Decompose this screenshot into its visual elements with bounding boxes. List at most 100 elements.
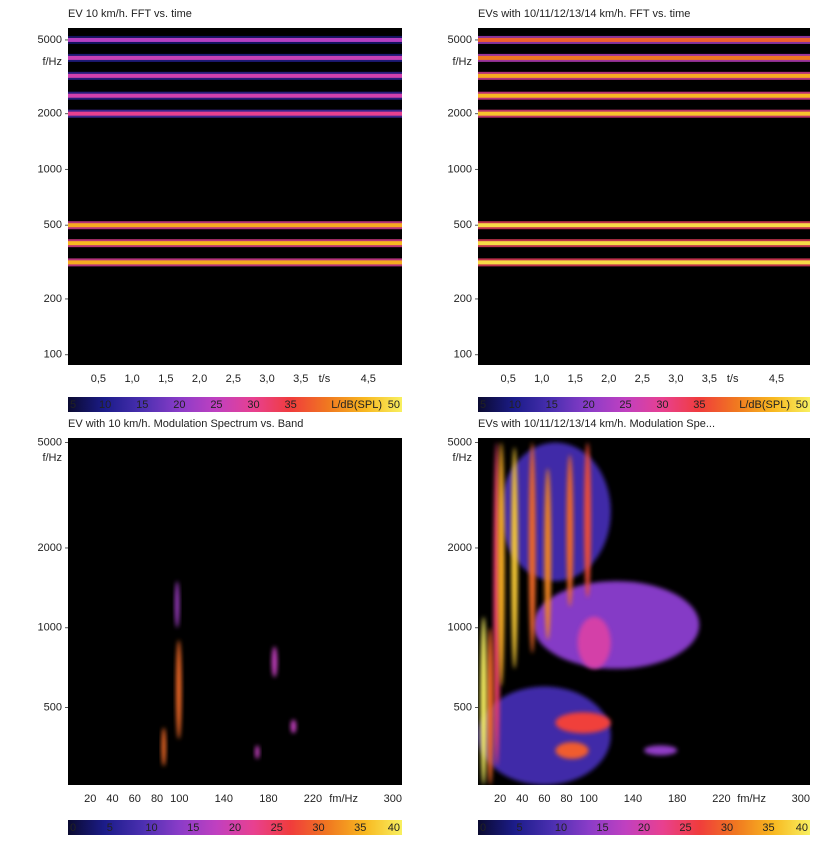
colorbar-tick-label: 0 bbox=[480, 822, 486, 834]
colorbar-tick-label: 35 bbox=[693, 399, 705, 411]
y-tick-label: 1000 bbox=[448, 622, 472, 634]
tone-line bbox=[478, 260, 810, 265]
plot-area bbox=[68, 28, 402, 365]
colorbar-tick-label: 35 bbox=[762, 822, 774, 834]
colorbar-tick-label: 30 bbox=[656, 399, 668, 411]
colorbar-tick-label: 40 bbox=[796, 822, 808, 834]
y-tick-label: 1000 bbox=[38, 163, 62, 175]
panel-title: EV with 10 km/h. Modulation Spectrum vs.… bbox=[68, 418, 303, 430]
colorbar-tick-label: 50 bbox=[796, 399, 808, 411]
x-axis-label: fm/Hz bbox=[329, 793, 358, 805]
plot-content bbox=[478, 35, 810, 267]
y-tick-label: 500 bbox=[454, 701, 472, 713]
colorbar-tick-label: 40 bbox=[388, 822, 400, 834]
x-tick-label: 60 bbox=[129, 793, 141, 805]
x-tick-label: 1,0 bbox=[124, 373, 139, 385]
colorbar-tick-label: 5 bbox=[516, 822, 522, 834]
modulation-blob bbox=[555, 712, 611, 734]
tone-line bbox=[68, 93, 402, 98]
colorbar-label: L/dB(SPL) bbox=[331, 399, 382, 411]
colorbar-tick-label: 10 bbox=[99, 399, 111, 411]
modulation-blob bbox=[533, 581, 700, 669]
modulation-blob bbox=[577, 616, 611, 669]
x-tick-label: 20 bbox=[494, 793, 506, 805]
y-tick-label: 100 bbox=[44, 349, 62, 361]
tone-line bbox=[478, 37, 810, 42]
colorbar bbox=[478, 397, 810, 412]
x-tick-label: 3,0 bbox=[668, 373, 683, 385]
panel-title: EVs with 10/11/12/13/14 km/h. FFT vs. ti… bbox=[478, 8, 690, 20]
colorbar-tick-label: 20 bbox=[583, 399, 595, 411]
plot-content bbox=[161, 581, 297, 767]
x-tick-label: 80 bbox=[560, 793, 572, 805]
y-axis-label: f/Hz bbox=[42, 452, 62, 464]
x-tick-label: 180 bbox=[259, 793, 277, 805]
x-tick-label: 3,5 bbox=[293, 373, 308, 385]
modulation-blob bbox=[544, 468, 552, 640]
x-tick-label: 300 bbox=[384, 793, 402, 805]
colorbar-tick-label: 10 bbox=[509, 399, 521, 411]
x-tick-label: 1,5 bbox=[568, 373, 583, 385]
tone-line bbox=[478, 223, 810, 228]
y-tick-label: 500 bbox=[454, 219, 472, 231]
x-tick-label: 3,5 bbox=[702, 373, 717, 385]
tone-line bbox=[68, 241, 402, 246]
x-tick-label: 2,0 bbox=[601, 373, 616, 385]
modulation-blob bbox=[486, 627, 494, 785]
x-tick-label: 180 bbox=[668, 793, 686, 805]
panel-title: EVs with 10/11/12/13/14 km/h. Modulation… bbox=[478, 418, 715, 430]
colorbar-tick-label: 0 bbox=[70, 822, 76, 834]
colorbar-tick-label: 30 bbox=[247, 399, 259, 411]
colorbar-tick-label: 5 bbox=[107, 822, 113, 834]
modulation-blob bbox=[478, 686, 611, 785]
tone-line bbox=[478, 111, 810, 116]
colorbar-tick-label: 25 bbox=[619, 399, 631, 411]
tone-line bbox=[478, 55, 810, 60]
colorbar-tick-label: 10 bbox=[555, 822, 567, 834]
colorbar-tick-label: 15 bbox=[136, 399, 148, 411]
y-tick-label: 5000 bbox=[38, 34, 62, 46]
y-tick-label: 500 bbox=[44, 219, 62, 231]
colorbar-tick-label: 25 bbox=[271, 822, 283, 834]
panel: EVs with 10/11/12/13/14 km/h. FFT vs. ti… bbox=[448, 8, 810, 412]
x-axis-label: fm/Hz bbox=[737, 793, 766, 805]
modulation-blob bbox=[497, 442, 505, 687]
panel: EV 10 km/h. FFT vs. time1002005001000200… bbox=[38, 8, 402, 412]
x-tick-label: 140 bbox=[215, 793, 233, 805]
x-tick-label: 220 bbox=[304, 793, 322, 805]
x-tick-label: 20 bbox=[84, 793, 96, 805]
x-tick-label: 4,5 bbox=[361, 373, 376, 385]
modulation-blob bbox=[174, 581, 180, 628]
x-axis-label: t/s bbox=[727, 373, 739, 385]
y-tick-label: 200 bbox=[454, 293, 472, 305]
y-tick-label: 2000 bbox=[38, 108, 62, 120]
x-tick-label: 3,0 bbox=[259, 373, 274, 385]
plot-content bbox=[478, 442, 700, 785]
plot-area bbox=[478, 28, 810, 365]
colorbar-tick-label: 5 bbox=[480, 399, 486, 411]
tone-line bbox=[478, 73, 810, 78]
x-tick-label: 140 bbox=[624, 793, 642, 805]
x-tick-label: 0,5 bbox=[501, 373, 516, 385]
y-tick-label: 500 bbox=[44, 701, 62, 713]
modulation-blob bbox=[584, 442, 591, 598]
colorbar-tick-label: 35 bbox=[354, 822, 366, 834]
x-tick-label: 2,5 bbox=[635, 373, 650, 385]
colorbar-tick-label: 35 bbox=[285, 399, 297, 411]
modulation-blob bbox=[566, 454, 574, 607]
y-tick-label: 100 bbox=[454, 349, 472, 361]
y-axis-label: f/Hz bbox=[452, 56, 472, 68]
colorbar bbox=[68, 820, 402, 835]
modulation-blob bbox=[528, 442, 536, 654]
modulation-blob bbox=[175, 639, 182, 740]
tone-line bbox=[68, 260, 402, 265]
tone-line bbox=[478, 93, 810, 98]
y-tick-label: 2000 bbox=[448, 108, 472, 120]
colorbar-tick-label: 50 bbox=[388, 399, 400, 411]
y-axis-label: f/Hz bbox=[452, 452, 472, 464]
x-tick-label: 40 bbox=[516, 793, 528, 805]
panel-title: EV 10 km/h. FFT vs. time bbox=[68, 8, 192, 20]
tone-line bbox=[68, 111, 402, 116]
modulation-blob bbox=[480, 616, 487, 785]
